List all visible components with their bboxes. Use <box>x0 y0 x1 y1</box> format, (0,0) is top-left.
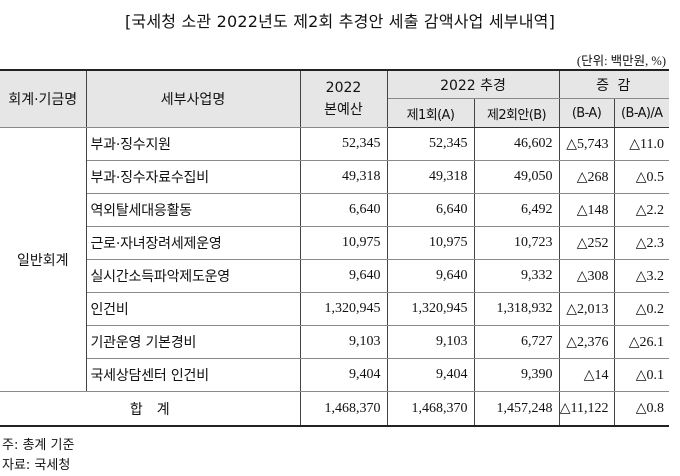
total-label: 합계 <box>0 391 301 427</box>
project-name: 국세상담센터 인건비 <box>86 358 301 392</box>
project-name: 역외탈세대응활동 <box>86 193 301 227</box>
category-cell: 일반회계 <box>0 127 87 392</box>
table-row: 역외탈세대응활동 6,640 6,640 6,492 △148 △2.2 <box>0 193 669 227</box>
rate-value: △2.2 <box>613 193 669 227</box>
unit-note: (단위: 백만원, %) <box>576 54 666 68</box>
rate-value: △3.2 <box>613 259 669 293</box>
supp1-value: 9,640 <box>386 259 475 293</box>
budget-value: 9,404 <box>299 358 388 392</box>
rate-value: △2.3 <box>613 226 669 260</box>
project-name: 근로·자녀장려세제운영 <box>86 226 301 260</box>
supp1-value: 9,404 <box>386 358 475 392</box>
rate-value: △0.5 <box>613 160 669 194</box>
table-row: 일반회계 부과·징수지원 52,345 52,345 46,602 △5,743… <box>0 127 669 392</box>
diff-value: △148 <box>558 193 615 227</box>
header-budget: 2022 본예산 <box>299 69 388 128</box>
total-budget: 1,468,370 <box>299 391 388 427</box>
supp2-value: 49,050 <box>473 160 560 194</box>
table-row: 인건비 1,320,945 1,320,945 1,318,932 △2,013… <box>0 292 669 326</box>
table-row: 실시간소득파악제도운영 9,640 9,640 9,332 △308 △3.2 <box>0 259 669 293</box>
table-title: [국세청 소관 2022년도 제2회 추경안 세출 감액사업 세부내역] <box>124 12 556 31</box>
header-diff: (B-A) <box>558 98 615 128</box>
header-change: 증 감 <box>558 69 669 99</box>
supp1-value: 9,103 <box>386 325 475 359</box>
total-supp1: 1,468,370 <box>386 391 475 427</box>
table-row: 부과·징수자료수집비 49,318 49,318 49,050 △268 △0.… <box>0 160 669 194</box>
header-row-1: 회계·기금명 세부사업명 2022 본예산 2022 추경 증 감 <box>0 69 669 128</box>
source-note: 자료: 국세청 <box>2 458 71 473</box>
header-category: 회계·기금명 <box>0 69 87 128</box>
budget-value: 49,318 <box>299 160 388 194</box>
budget-value: 9,103 <box>299 325 388 359</box>
diff-value: △268 <box>558 160 615 194</box>
diff-value: △252 <box>558 226 615 260</box>
supp2-value: 6,727 <box>473 325 560 359</box>
diff-value: △308 <box>558 259 615 293</box>
project-name: 인건비 <box>86 292 301 326</box>
table-row: 근로·자녀장려세제운영 10,975 10,975 10,723 △252 △2… <box>0 226 669 260</box>
supp2-value: 9,390 <box>473 358 560 392</box>
rate-value: △0.2 <box>613 292 669 326</box>
total-supp2: 1,457,248 <box>473 391 560 427</box>
header-budget-year: 2022 <box>325 80 362 96</box>
rate-value: △0.1 <box>613 358 669 392</box>
supp1-value: 1,320,945 <box>386 292 475 326</box>
diff-value: △5,743 <box>558 127 615 161</box>
budget-value: 6,640 <box>299 193 388 227</box>
supp1-value: 52,345 <box>386 127 475 161</box>
supp2-value: 46,602 <box>473 127 560 161</box>
header-project: 세부사업명 <box>85 69 301 128</box>
diff-value: △2,013 <box>558 292 615 326</box>
diff-value: △2,376 <box>558 325 615 359</box>
supp1-value: 6,640 <box>386 193 475 227</box>
basis-note: 주: 총계 기준 <box>2 438 75 453</box>
supp2-value: 6,492 <box>473 193 560 227</box>
project-name: 부과·징수지원 <box>85 127 301 161</box>
table-row: 기관운영 기본경비 9,103 9,103 6,727 △2,376 △26.1 <box>0 325 669 359</box>
budget-value: 1,320,945 <box>299 292 388 326</box>
header-supplementary: 2022 추경 <box>386 69 560 99</box>
budget-cut-table: 회계·기금명 세부사업명 2022 본예산 2022 추경 증 감 제1회(A)… <box>0 69 669 427</box>
diff-value: △14 <box>558 358 615 392</box>
supp2-value: 10,723 <box>473 226 560 260</box>
header-budget-label: 본예산 <box>324 102 363 118</box>
header-supp-1: 제1회(A) <box>387 98 475 128</box>
rate-value: △11.0 <box>613 127 669 161</box>
budget-value: 52,345 <box>299 127 388 161</box>
footnotes: 주: 총계 기준 자료: 국세청 <box>2 436 74 476</box>
budget-value: 10,975 <box>299 226 388 260</box>
total-rate: △0.8 <box>613 391 669 427</box>
header-rate: (B-A)/A <box>613 98 669 128</box>
rate-value: △26.1 <box>613 325 669 359</box>
project-name: 부과·징수자료수집비 <box>86 160 301 194</box>
budget-value: 9,640 <box>299 259 388 293</box>
supp1-value: 49,318 <box>386 160 475 194</box>
supp2-value: 1,318,932 <box>473 292 560 326</box>
project-name: 기관운영 기본경비 <box>86 325 301 359</box>
header-row-2: 제1회(A) 제2회안(B) (B-A) (B-A)/A <box>0 98 669 128</box>
total-row: 합계 1,468,370 1,468,370 1,457,248 △11,122… <box>0 391 669 427</box>
supp1-value: 10,975 <box>386 226 475 260</box>
header-supp-2: 제2회안(B) <box>473 98 560 128</box>
table-row: 국세상담센터 인건비 9,404 9,404 9,390 △14 △0.1 <box>0 358 669 392</box>
project-name: 실시간소득파악제도운영 <box>86 259 301 293</box>
supp2-value: 9,332 <box>473 259 560 293</box>
total-diff: △11,122 <box>558 391 615 427</box>
